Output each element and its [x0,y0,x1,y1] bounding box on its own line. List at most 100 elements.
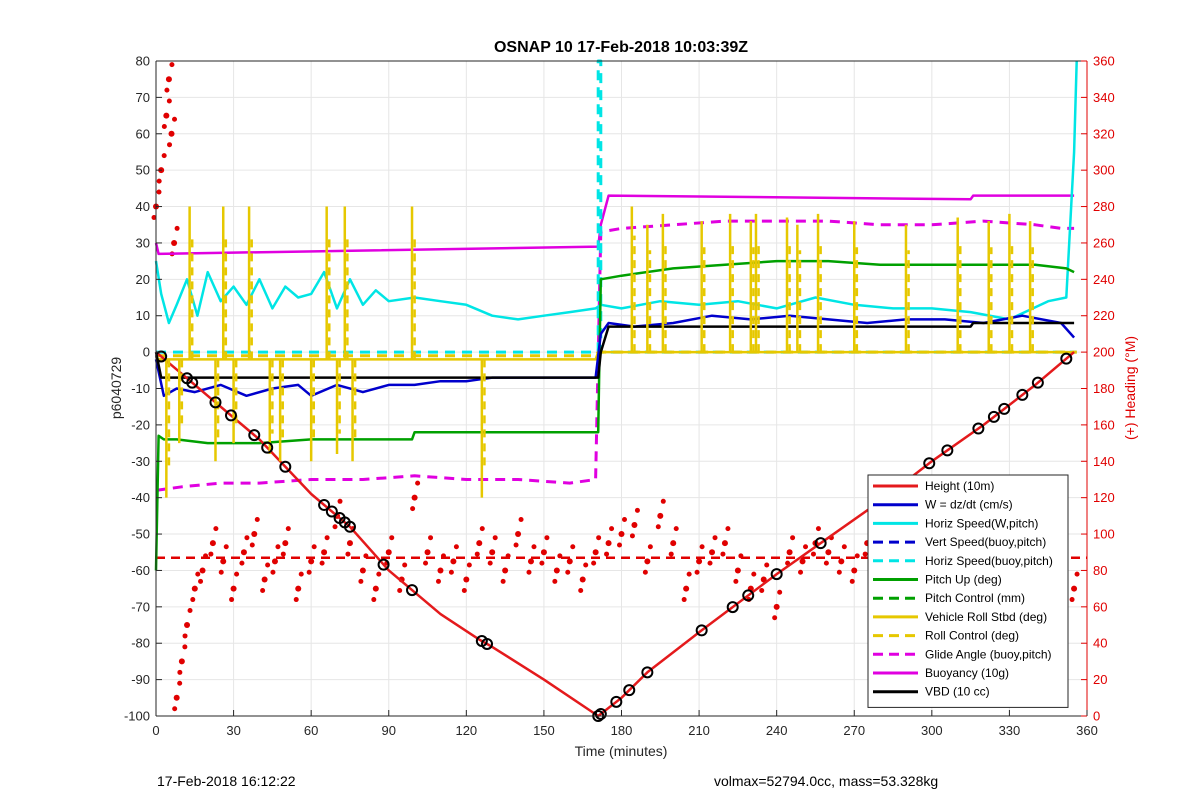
heading-point [203,553,209,559]
heading-point [815,526,821,532]
heading-point [172,706,178,712]
heading-point [790,535,796,541]
heading-point [707,560,713,566]
heading-point [346,540,353,547]
y-tick-label: 10 [136,308,150,323]
legend-label: Horiz Speed(W,pitch) [925,516,1038,530]
y2-tick-label: 260 [1093,235,1115,250]
y2-tick-label: 180 [1093,381,1115,396]
heading-point [156,178,162,184]
heading-point [359,567,366,574]
heading-point [275,544,281,550]
heading-point [190,597,196,603]
heading-point [1071,585,1078,592]
heading-point [229,597,235,603]
heading-point [476,540,483,547]
heading-point [450,558,457,565]
heading-point [410,506,416,512]
heading-point [184,622,191,629]
heading-point [177,669,183,675]
heading-point [647,544,653,550]
y2-tick-label: 140 [1093,454,1115,469]
heading-point [1074,571,1080,577]
heading-point [738,553,744,559]
heading-point [487,560,493,566]
y-tick-label: -40 [131,490,150,505]
heading-point [166,98,172,104]
heading-point [838,558,845,565]
heading-point [609,526,615,532]
heading-point [198,578,204,584]
heading-point [733,578,739,584]
heading-point [251,531,258,538]
heading-point [862,551,868,557]
x-tick-label: 30 [226,723,240,738]
heading-point [734,567,741,574]
heading-point [168,130,175,137]
y2-tick-label: 120 [1093,490,1115,505]
y-tick-label: 30 [136,235,150,250]
heading-point [772,615,778,621]
height-marker [261,441,274,454]
heading-point [295,585,302,592]
heading-point [642,569,648,575]
y-tick-label: 0 [143,345,150,360]
heading-point [453,544,459,550]
heading-point [591,560,597,566]
heading-point [171,239,178,246]
heading-point [234,571,240,577]
x-tick-label: 180 [611,723,633,738]
heading-point [240,549,247,556]
heading-point [721,540,728,547]
heading-point [260,587,266,593]
heading-point [156,189,162,195]
heading-point [474,551,480,557]
height-marker [726,601,739,614]
heading-point [526,569,532,575]
heading-point [566,558,573,565]
heading-point [1069,597,1075,603]
x-tick-label: 0 [152,723,159,738]
heading-point [798,569,804,575]
series-line [154,194,1075,256]
height-marker [594,707,607,720]
heading-point [515,531,522,538]
y2-tick-label: 60 [1093,599,1107,614]
x-tick-label: 240 [766,723,788,738]
y2-tick-label: 100 [1093,527,1115,542]
heading-point [527,558,534,565]
heading-point [435,578,441,584]
height-marker [987,410,1000,423]
heading-point [764,562,770,568]
height-marker [941,444,954,457]
height-marker [742,589,755,602]
heading-point [540,549,547,556]
legend-label: VBD (10 cc) [925,685,990,699]
series-line [154,60,1078,325]
y2-axis-label: (+) Heading (°M) [1122,336,1138,440]
height-marker [623,684,636,697]
heading-point [411,494,418,501]
heading-point [696,558,703,565]
y-tick-label: 70 [136,90,150,105]
height-marker [814,537,827,550]
heading-point [178,658,185,665]
heading-point [402,562,408,568]
y-tick-label: -100 [124,709,150,724]
heading-point [565,569,571,575]
heading-point [479,526,485,532]
heading-point [709,549,716,556]
heading-point [173,694,180,701]
heading-point [849,578,855,584]
height-marker [610,695,623,708]
heading-point [854,553,860,559]
height-marker [248,429,261,442]
legend-label: Pitch Up (deg) [925,573,1002,587]
y2-tick-label: 200 [1093,345,1115,360]
heading-point [163,112,170,119]
heading-point [579,576,586,583]
heading-point [424,549,431,556]
heading-point [513,542,519,548]
legend-label: Height (10m) [925,479,994,493]
series-line [156,350,1077,358]
